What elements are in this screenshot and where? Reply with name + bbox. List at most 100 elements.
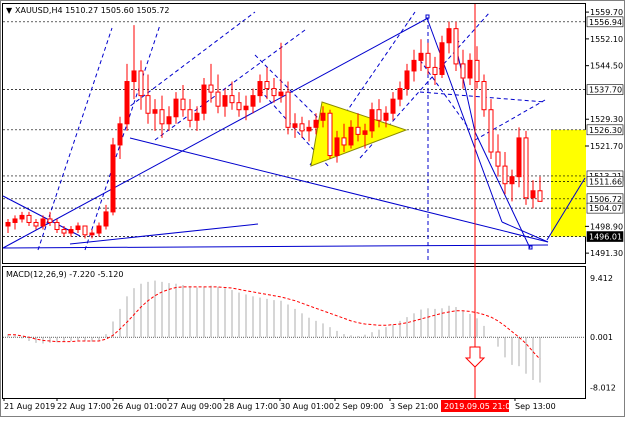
- candle-body: [215, 91, 221, 107]
- candle-body: [537, 190, 543, 202]
- candle-body: [271, 88, 277, 97]
- candle-body: [152, 109, 158, 114]
- candle-body: [313, 119, 319, 128]
- candle-body: [397, 88, 403, 100]
- candle-body: [369, 109, 375, 132]
- candle-body: [383, 112, 389, 121]
- time-label: 2 Sep 09:00: [335, 402, 383, 411]
- candle-body: [61, 229, 67, 234]
- candle-body: [110, 144, 116, 213]
- candle-body: [278, 91, 284, 97]
- target-zone: [551, 129, 586, 237]
- macd-tick-label: 0.001: [590, 333, 613, 342]
- candles: [5, 21, 543, 239]
- symbol-triangle-icon[interactable]: ▼: [6, 6, 13, 15]
- time-axis: 21 Aug 2019 22 Aug 17:00 26 Aug 01:00 27 Au…: [3, 398, 556, 411]
- price-tag-box: [586, 84, 624, 95]
- candle-body: [40, 218, 46, 227]
- price-tag-label: 1526.30: [589, 126, 622, 135]
- candle-body: [138, 70, 144, 97]
- macd-frame: [2, 266, 586, 399]
- price-tick-label: 1521.70: [590, 142, 623, 151]
- candle-body: [502, 165, 508, 185]
- price-tick-label: 1544.50: [590, 62, 623, 71]
- price-tag-label: 1506.72: [589, 195, 622, 204]
- candle-body: [187, 109, 193, 121]
- candle-body: [523, 137, 529, 199]
- price-tag-box: [586, 16, 624, 28]
- candle-body: [222, 95, 228, 107]
- candle-body: [229, 95, 235, 104]
- candle-body: [26, 214, 32, 223]
- time-label: 3 Sep 21:00: [390, 402, 438, 411]
- macd-signal-line: [8, 286, 541, 360]
- time-label: Sep 13:00: [515, 402, 556, 411]
- candle-body: [47, 218, 53, 223]
- candle-body: [68, 229, 74, 234]
- time-label: 28 Aug 17:00: [224, 402, 278, 411]
- candle-body: [292, 123, 298, 128]
- time-label: 27 Aug 09:00: [168, 402, 222, 411]
- price-tag-label: 1511.66: [589, 177, 622, 186]
- candle-body: [117, 123, 123, 146]
- price-axis: 1559.70 1552.10 1544.50 1529.30 1521.70 1498.…: [585, 8, 623, 258]
- candle-body: [411, 59, 417, 72]
- candle-body: [82, 225, 88, 236]
- candle-body: [243, 105, 249, 111]
- candle-body: [33, 221, 39, 227]
- macd-axis: 9.412 0.001 -8.012: [590, 274, 616, 393]
- macd-label: MACD(12,26,9) -7.220 -5.120: [6, 270, 123, 279]
- candle-body: [208, 84, 214, 93]
- down-arrow-icon: [464, 346, 486, 368]
- candle-body: [54, 221, 60, 231]
- candle-body: [341, 137, 347, 146]
- candle-body: [425, 52, 431, 68]
- candle-body: [439, 42, 445, 75]
- price-tick-label: 1491.30: [590, 249, 623, 258]
- candle-body: [376, 109, 382, 121]
- candle-body: [201, 84, 207, 114]
- candle-body: [516, 137, 522, 178]
- candle-body: [355, 126, 361, 135]
- candle-body: [460, 63, 466, 79]
- candle-body: [362, 130, 368, 135]
- price-tag-box: [586, 124, 624, 136]
- candle-body: [75, 225, 81, 231]
- candle-body: [327, 112, 333, 157]
- candle-body: [404, 70, 410, 90]
- candle-body: [166, 116, 172, 125]
- price-tick-label: 1559.70: [590, 8, 623, 17]
- candle-body: [467, 59, 473, 79]
- candle-body: [474, 59, 480, 83]
- candle-body: [12, 218, 18, 223]
- candle-body: [124, 81, 130, 125]
- horizontal-levels: [3, 21, 585, 237]
- time-label: 22 Aug 17:00: [57, 402, 111, 411]
- candle-body: [453, 28, 459, 65]
- time-label: 26 Aug 01:00: [113, 402, 167, 411]
- candle-body: [257, 81, 263, 97]
- price-tag-label: 1537.70: [589, 86, 622, 95]
- candle-body: [299, 123, 305, 132]
- candle-body: [446, 28, 452, 44]
- price-tag-box: [586, 176, 624, 187]
- candle-body: [19, 214, 25, 220]
- time-highlight-box: [441, 400, 509, 412]
- candle-body: [320, 112, 326, 121]
- time-label: 30 Aug 01:00: [280, 402, 334, 411]
- candle-body: [173, 98, 179, 118]
- time-label: 21 Aug 2019: [4, 402, 55, 411]
- candle-body: [103, 211, 109, 227]
- candle-body: [509, 176, 515, 185]
- candle-body: [306, 126, 312, 132]
- price-tag-box: [586, 202, 624, 214]
- candle-body: [481, 81, 487, 111]
- candle-body: [334, 137, 340, 157]
- price-tick-label: 1498.90: [590, 222, 623, 231]
- symbol-info: XAUUSD,H4 1510.27 1505.60 1505.72: [15, 6, 169, 15]
- candle-body: [159, 109, 165, 125]
- candle-body: [5, 221, 11, 227]
